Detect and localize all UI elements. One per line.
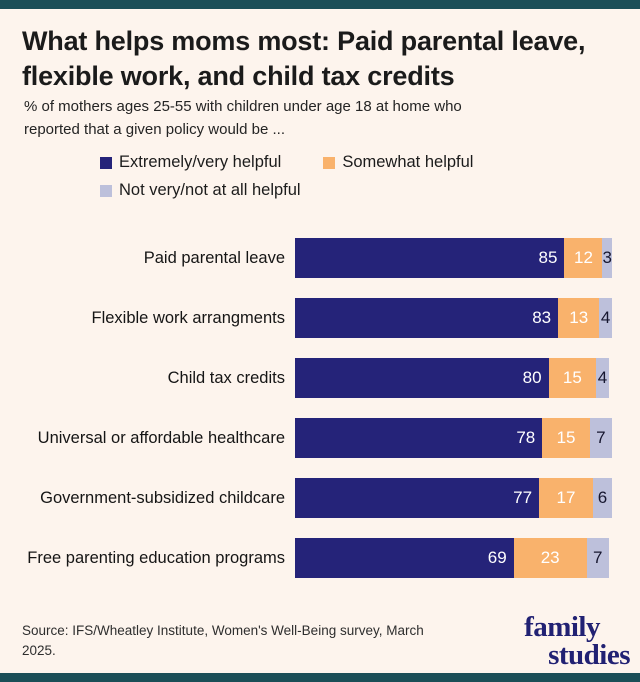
stacked-bar: 69 23 7 (295, 538, 612, 578)
chart-title: What helps moms most: Paid parental leav… (22, 26, 586, 91)
source-note: Source: IFS/Wheatley Institute, Women's … (22, 623, 424, 659)
bar-segment-not-very-not-at-all-helpful: 7 (589, 418, 612, 458)
legend-row-1: Extremely/very helpful Somewhat helpful (100, 153, 473, 172)
stacked-bar: 85 12 3 (295, 238, 612, 278)
logo-line-2: studies (548, 639, 630, 672)
bar-segment-somewhat-helpful: 15 (548, 358, 597, 398)
bar-segment-extremely-very-helpful: 69 (295, 538, 514, 578)
bar-segment-extremely-very-helpful: 83 (295, 298, 559, 338)
bar-segment-somewhat-helpful: 23 (513, 538, 587, 578)
bar-segment-not-very-not-at-all-helpful: 7 (586, 538, 609, 578)
value-label: 6 (597, 488, 608, 507)
legend-label: Extremely/very helpful (119, 153, 282, 171)
category-label: Universal or affordable healthcare (37, 428, 285, 447)
chart-row: Universal or affordable healthcare 78 15 7 (0, 408, 640, 468)
stacked-bar: 77 17 6 (295, 478, 612, 518)
category-label: Government-subsidized childcare (40, 488, 285, 507)
category-label: Free parenting education programs (27, 548, 285, 567)
legend-item-somewhat-helpful: Somewhat helpful (323, 153, 473, 172)
stacked-bar: 83 13 4 (295, 298, 612, 338)
value-label: 69 (487, 548, 507, 567)
chart-subtitle: % of mothers ages 25-55 with children un… (24, 98, 462, 138)
value-label: 3 (602, 248, 612, 267)
top-accent-bar (0, 0, 640, 9)
legend-label: Somewhat helpful (342, 153, 474, 171)
chart: Paid parental leave 85 12 3 Flexible work ar… (0, 228, 640, 588)
bottom-accent-bar (0, 673, 640, 682)
bar-segment-extremely-very-helpful: 80 (295, 358, 549, 398)
bar-segment-not-very-not-at-all-helpful: 4 (596, 358, 609, 398)
value-label: 80 (522, 368, 542, 387)
legend-swatch-lavender (100, 184, 112, 197)
legend-row-2: Not very/not at all helpful (100, 181, 473, 200)
legend-swatch-orange (323, 156, 336, 169)
chart-row: Child tax credits 80 15 4 (0, 348, 640, 408)
value-label: 4 (597, 368, 608, 387)
value-label: 4 (600, 308, 611, 327)
bar-segment-somewhat-helpful: 17 (539, 478, 593, 518)
bar-segment-somewhat-helpful: 12 (564, 238, 603, 278)
legend-item-extremely-very-helpful: Extremely/very helpful (100, 153, 281, 172)
value-label: 12 (573, 248, 593, 267)
chart-row: Paid parental leave 85 12 3 (0, 228, 640, 288)
value-label: 83 (532, 308, 552, 327)
value-label: 15 (556, 428, 576, 447)
chart-row: Free parenting education programs 69 23 7 (0, 528, 640, 588)
family-studies-logo: family studies (524, 611, 630, 672)
bar-segment-extremely-very-helpful: 85 (295, 238, 565, 278)
value-label: 15 (562, 368, 582, 387)
bar-segment-not-very-not-at-all-helpful: 4 (599, 298, 612, 338)
category-label: Paid parental leave (143, 248, 285, 267)
value-label: 23 (540, 548, 560, 567)
bar-segment-somewhat-helpful: 15 (542, 418, 590, 458)
legend-label: Not very/not at all helpful (119, 181, 301, 199)
legend-swatch-navy (100, 156, 112, 169)
category-label: Child tax credits (167, 368, 285, 387)
value-label: 78 (516, 428, 536, 447)
stacked-bar: 78 15 7 (295, 418, 612, 458)
chart-row: Government-subsidized childcare 77 17 6 (0, 468, 640, 528)
chart-row: Flexible work arrangments 83 13 4 (0, 288, 640, 348)
bar-segment-extremely-very-helpful: 77 (295, 478, 540, 518)
value-label: 7 (592, 548, 603, 567)
legend-item-not-very-helpful: Not very/not at all helpful (100, 181, 301, 200)
logo-line-1: family (524, 611, 600, 643)
value-label: 77 (513, 488, 533, 507)
bar-segment-not-very-not-at-all-helpful: 3 (602, 238, 612, 278)
value-label: 7 (596, 428, 606, 447)
bar-segment-not-very-not-at-all-helpful: 6 (592, 478, 612, 518)
value-label: 13 (569, 308, 589, 327)
value-label: 85 (538, 248, 558, 267)
stacked-bar: 80 15 4 (295, 358, 612, 398)
bar-segment-extremely-very-helpful: 78 (295, 418, 543, 458)
legend: Extremely/very helpful Somewhat helpful … (100, 153, 473, 200)
value-label: 17 (556, 488, 576, 507)
bar-segment-somewhat-helpful: 13 (558, 298, 600, 338)
category-label: Flexible work arrangments (91, 308, 286, 327)
